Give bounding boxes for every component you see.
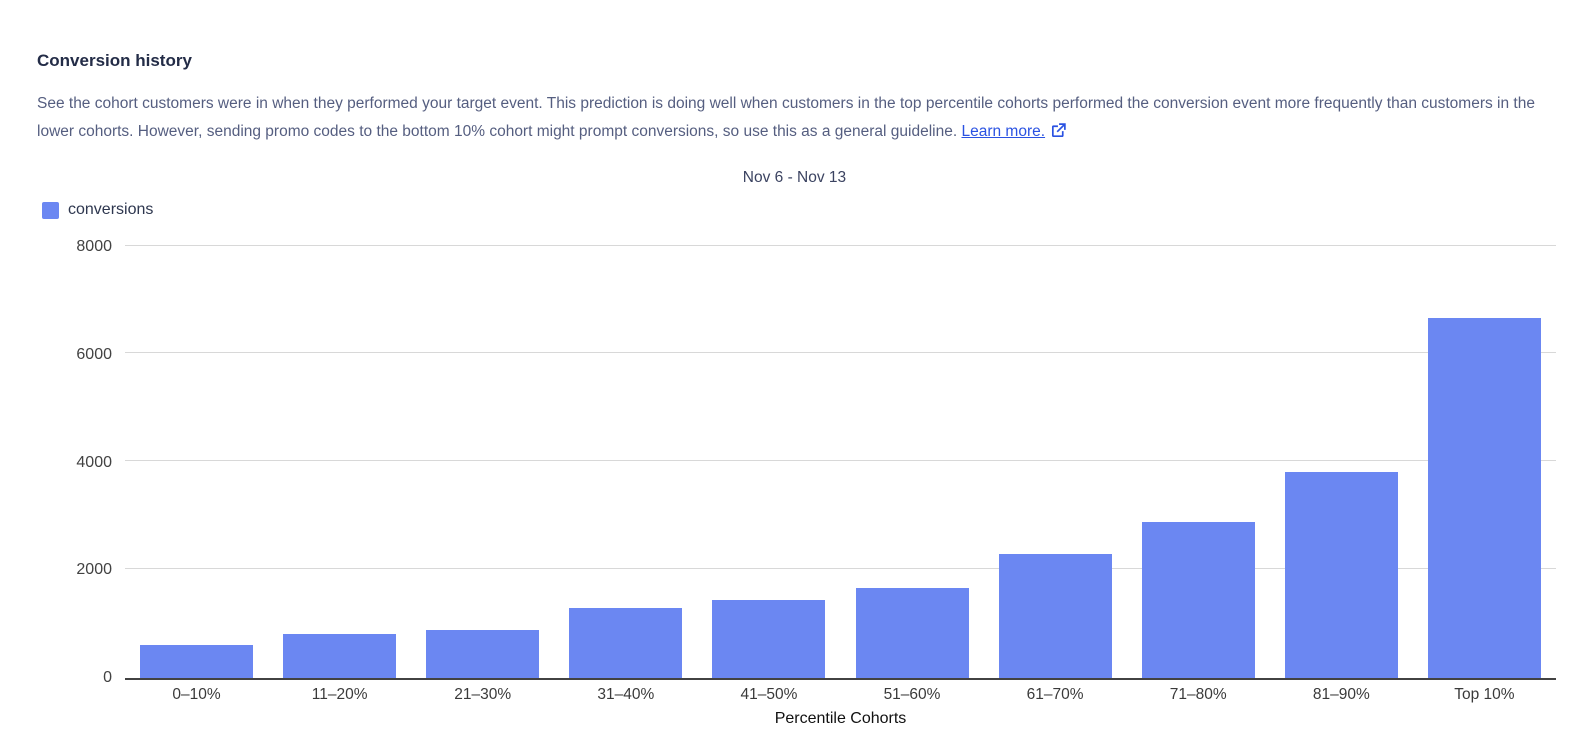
learn-more-link[interactable]: Learn more.	[961, 123, 1067, 140]
y-axis-labels: 0 2000 4000 6000 8000	[0, 238, 112, 686]
description-text: See the cohort customers were in when th…	[37, 95, 1535, 140]
chart-date-range: Nov 6 - Nov 13	[742, 169, 847, 186]
bar-0–10%[interactable]	[140, 644, 254, 678]
x-axis-labels: 0–10% 11–20% 21–30% 31–40% 41–50% 51–60% 61–70…	[125, 686, 1556, 704]
x-tick-label-81–90%: 81–90%	[1312, 686, 1370, 703]
y-tick-label-8000: 8000	[76, 238, 112, 255]
bar-21–30%[interactable]	[426, 629, 540, 678]
x-axis-title: Percentile Cohorts	[774, 710, 907, 727]
y-tick-label-6000: 6000	[76, 345, 112, 363]
bar-61–70%[interactable]	[998, 554, 1112, 678]
external-link-icon	[1052, 122, 1066, 137]
y-tick-label-0: 0	[103, 669, 112, 686]
gridline-2000	[125, 567, 1556, 569]
x-tick-label-Top 10%: Top 10%	[1454, 686, 1515, 703]
bar-11–20%[interactable]	[283, 634, 397, 678]
x-tick-label-0–10%: 0–10%	[172, 686, 221, 703]
y-tick-label-2000: 2000	[76, 561, 112, 579]
bar-71–80%[interactable]	[1141, 522, 1255, 678]
x-tick-label-31–40%: 31–40%	[597, 686, 655, 703]
page-title: Conversion history	[37, 51, 192, 70]
bar-81–90%[interactable]	[1284, 471, 1398, 678]
x-tick-label-11–20%: 11–20%	[311, 686, 368, 703]
x-tick-label-41–50%: 41–50%	[740, 686, 798, 703]
legend-label: conversions	[68, 201, 154, 218]
x-tick-label-21–30%: 21–30%	[454, 686, 512, 703]
gridline-4000	[125, 460, 1556, 461]
y-tick-label-4000: 4000	[76, 453, 112, 471]
plot-area	[125, 244, 1556, 680]
x-tick-label-61–70%: 61–70%	[1026, 686, 1084, 703]
gridline-6000	[125, 352, 1556, 354]
learn-more-label: Learn more.	[961, 122, 1046, 140]
bar-41–50%[interactable]	[712, 599, 826, 678]
legend-item-conversions[interactable]: conversions	[42, 201, 153, 219]
gridline-8000	[125, 244, 1556, 246]
bar-Top 10%[interactable]	[1427, 318, 1541, 678]
x-tick-label-51–60%: 51–60%	[883, 686, 941, 703]
description: See the cohort customers were in when th…	[37, 90, 1553, 145]
bar-51–60%[interactable]	[855, 588, 969, 678]
x-tick-label-71–80%: 71–80%	[1169, 686, 1227, 703]
bar-31–40%[interactable]	[569, 608, 683, 678]
legend-swatch-icon	[42, 201, 59, 219]
